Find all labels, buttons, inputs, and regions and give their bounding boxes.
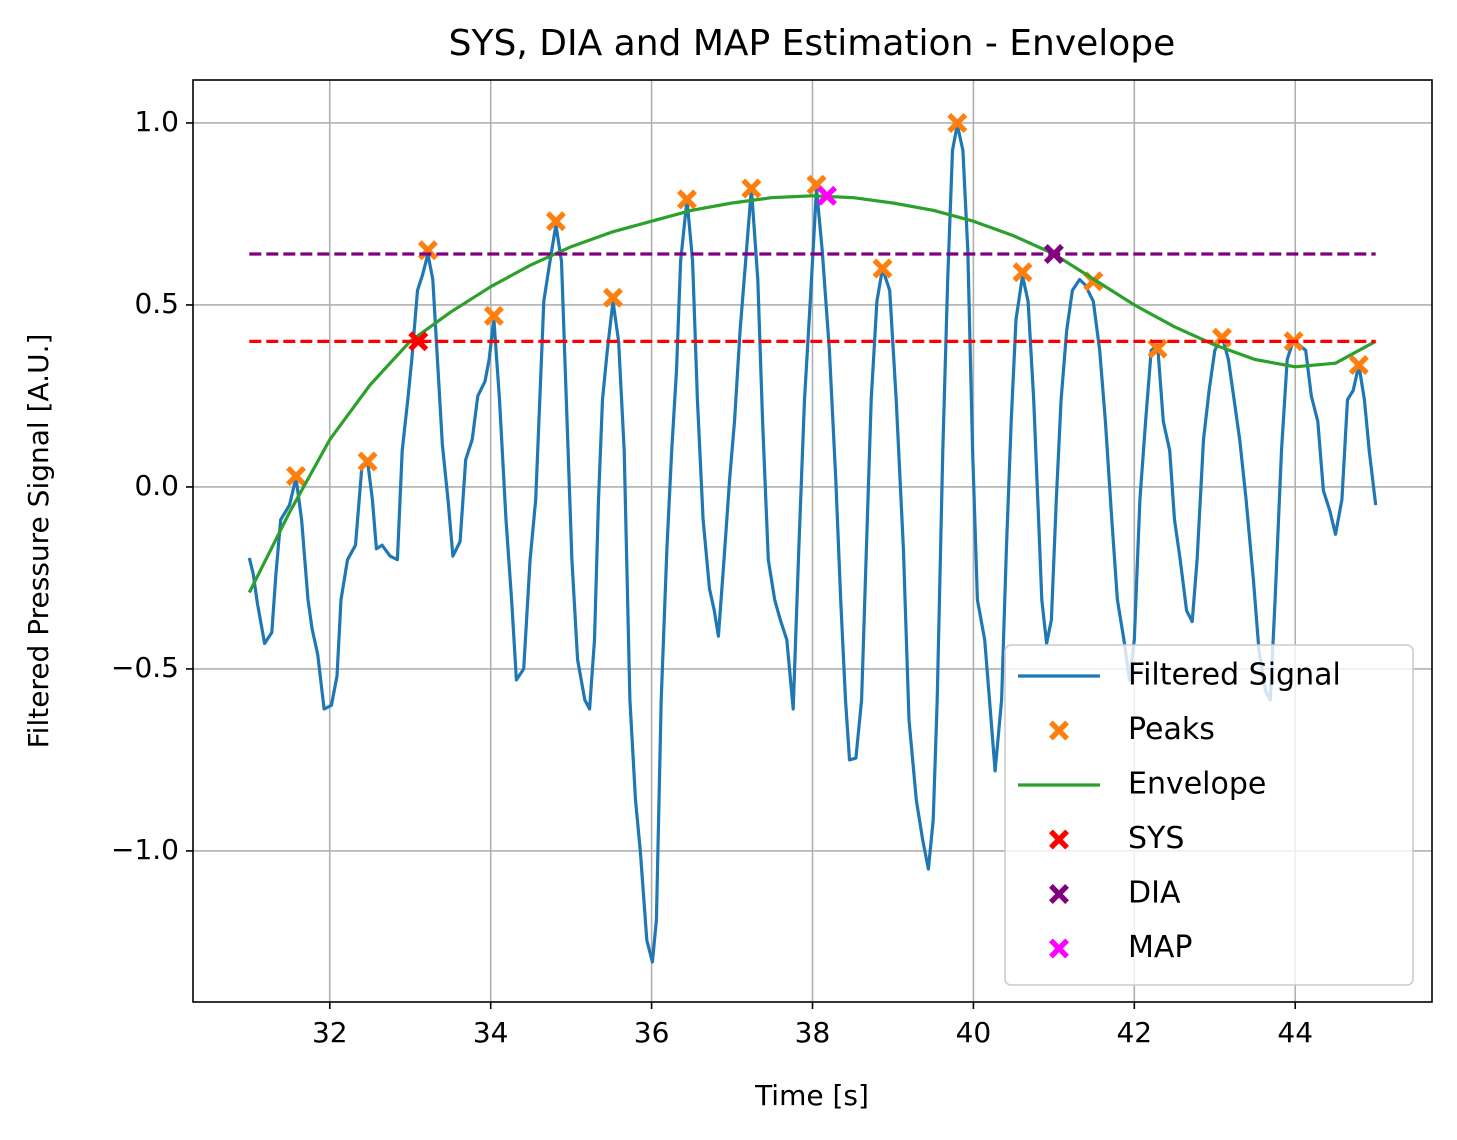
axes-frame bbox=[192, 79, 1433, 1003]
x-tick-label: 38 bbox=[795, 1016, 831, 1049]
plot-area bbox=[247, 113, 1378, 964]
legend-label: MAP bbox=[1128, 930, 1193, 965]
series-line bbox=[247, 123, 1378, 964]
legend-label: DIA bbox=[1128, 876, 1181, 911]
marker bbox=[286, 466, 306, 486]
marker bbox=[357, 451, 378, 472]
legend-swatch bbox=[1049, 720, 1069, 741]
y-tick-label: −0.5 bbox=[111, 651, 179, 684]
y-axis-label: Filtered Pressure Signal [A.U.] bbox=[22, 334, 55, 749]
y-tick-label: 0.0 bbox=[134, 469, 179, 502]
y-tick-label: 0.5 bbox=[134, 287, 179, 320]
marker bbox=[872, 258, 893, 279]
marker bbox=[545, 211, 566, 232]
series-line bbox=[247, 194, 1377, 594]
x-tick-label: 34 bbox=[473, 1016, 509, 1049]
legend-box bbox=[1004, 644, 1414, 986]
marker bbox=[483, 305, 504, 326]
legend-swatch bbox=[1049, 938, 1069, 959]
x-axis-label: Time [s] bbox=[754, 1079, 869, 1112]
marker bbox=[1043, 244, 1064, 264]
marker bbox=[817, 185, 837, 206]
marker bbox=[741, 178, 762, 199]
chart-title: SYS, DIA and MAP Estimation - Envelope bbox=[449, 23, 1176, 64]
marker bbox=[1012, 262, 1033, 283]
marker bbox=[1147, 338, 1168, 359]
legend-label: SYS bbox=[1128, 821, 1184, 856]
x-tick-label: 44 bbox=[1277, 1016, 1313, 1049]
x-tick-label: 42 bbox=[1116, 1016, 1152, 1049]
marker bbox=[947, 113, 968, 133]
legend-swatch bbox=[1049, 829, 1069, 850]
legend-label: Peaks bbox=[1128, 712, 1215, 747]
legend-label: Envelope bbox=[1128, 767, 1266, 802]
x-tick-label: 36 bbox=[634, 1016, 670, 1049]
marker bbox=[677, 189, 697, 210]
x-tick-label: 40 bbox=[956, 1016, 992, 1049]
y-tick-label: −1.0 bbox=[111, 833, 179, 866]
y-tick-label: 1.0 bbox=[134, 105, 179, 138]
legend-swatch bbox=[1049, 884, 1069, 904]
legend-label: Filtered Signal bbox=[1128, 658, 1341, 693]
marker bbox=[1348, 355, 1369, 375]
marker bbox=[408, 331, 429, 352]
x-tick-label: 32 bbox=[312, 1016, 348, 1049]
marker bbox=[603, 287, 623, 308]
